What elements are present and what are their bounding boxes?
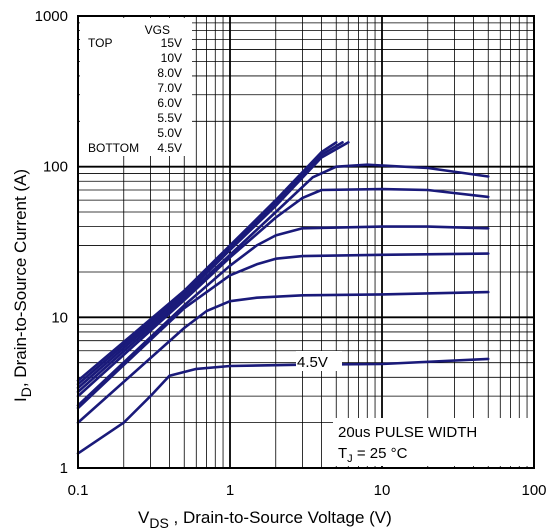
plot-frame xyxy=(77,15,535,469)
x-tick-label: 100 xyxy=(521,482,546,499)
y-axis-rest: , Drain-to-Source Current (A) xyxy=(11,169,30,387)
legend-entry: 6.0V xyxy=(157,96,182,110)
x-axis-title: VDS , Drain-to-Source Voltage (V) xyxy=(138,508,392,531)
x-axis-rest: , Drain-to-Source Voltage (V) xyxy=(169,508,392,527)
x-tick-label: 10 xyxy=(374,482,391,499)
series-line xyxy=(76,187,490,398)
legend: VGS TOP BOTTOM 15V10V8.0V7.0V6.0V5.5V5.0… xyxy=(80,18,192,156)
tj-rest: = 25 °C xyxy=(353,445,408,462)
curve-label: 4.5V xyxy=(297,354,328,371)
series-line xyxy=(76,290,490,424)
legend-entry: 10V xyxy=(161,51,182,65)
y-axis-title: ID, Drain-to-Source Current (A) xyxy=(11,169,34,402)
legend-top-label: TOP xyxy=(88,36,112,50)
y-axis-main: I xyxy=(11,397,30,402)
series-line xyxy=(76,141,338,382)
tj-sub: J xyxy=(347,453,353,465)
legend-header: VGS xyxy=(145,23,170,37)
series-line xyxy=(76,141,344,386)
series-line xyxy=(76,141,350,390)
series-line xyxy=(76,225,490,407)
x-tick-label: 1 xyxy=(226,482,234,499)
y-tick-label: 1 xyxy=(60,460,68,477)
y-axis-sub: D xyxy=(18,387,34,397)
tj-annotation: TJ = 25 °C xyxy=(338,445,408,465)
legend-entry: 5.0V xyxy=(157,126,182,140)
legend-bottom-label: BOTTOM xyxy=(88,141,139,155)
legend-entry: 4.5V xyxy=(157,141,182,155)
x-axis-sub: DS xyxy=(149,515,168,531)
tj-main: T xyxy=(338,445,347,462)
x-axis-main: V xyxy=(138,508,150,527)
series-layer xyxy=(76,141,490,455)
y-tick-label: 100 xyxy=(43,159,68,176)
pulse-annotation: 20us PULSE WIDTH xyxy=(338,424,477,441)
pulse-annotation-background xyxy=(333,418,533,466)
y-tick-label: 10 xyxy=(51,309,68,326)
y-tick-label: 1000 xyxy=(35,8,68,25)
series-line xyxy=(76,163,490,394)
series-line xyxy=(76,252,490,410)
legend-entry: 15V xyxy=(161,36,182,50)
legend-entry: 7.0V xyxy=(157,81,182,95)
x-tick-label: 0.1 xyxy=(68,482,89,499)
legend-entry: 8.0V xyxy=(157,66,182,80)
legend-background xyxy=(80,18,192,156)
series-line xyxy=(76,357,490,455)
curve-label-background xyxy=(296,351,342,371)
legend-entry: 5.5V xyxy=(157,111,182,125)
